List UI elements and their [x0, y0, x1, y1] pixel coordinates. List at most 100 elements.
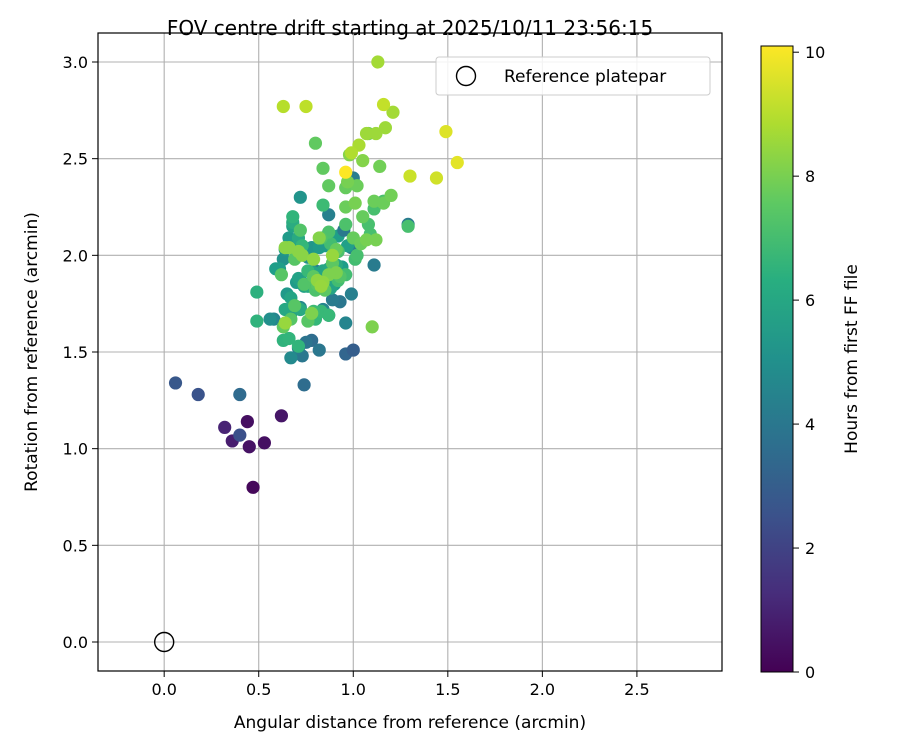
colorbar-tick-label: 8 [805, 167, 815, 186]
scatter-point [314, 279, 328, 293]
scatter-point [344, 287, 358, 301]
scatter-point [339, 316, 353, 330]
scatter-point [369, 126, 383, 141]
scatter-point [282, 331, 296, 346]
x-tick-label: 0.5 [246, 680, 271, 699]
x-tick-label: 2.0 [530, 680, 555, 699]
x-axis-label: Angular distance from reference (arcmin) [234, 713, 586, 733]
scatter-point [339, 165, 353, 179]
scatter-point [276, 99, 290, 114]
x-tick-label: 1.5 [435, 680, 460, 699]
chart-title: FOV centre drift starting at 2025/10/11 … [167, 16, 653, 40]
x-tick-label: 1.0 [341, 680, 366, 699]
colorbar-tick-label: 4 [805, 415, 815, 434]
scatter-point [306, 252, 321, 266]
scatter-point [274, 268, 289, 282]
x-tick-label: 0.0 [151, 680, 176, 699]
scatter-point [384, 188, 398, 202]
scatter-point [322, 179, 336, 193]
scatter-point [312, 231, 326, 245]
scatter-point [240, 415, 254, 429]
scatter-point [371, 55, 385, 69]
scatter-point [350, 248, 364, 262]
scatter-point [325, 248, 340, 262]
x-axis: 0.0 0.5 1.0 1.5 2.0 2.5 [151, 671, 650, 699]
scatter-point [293, 223, 307, 237]
scatter-point [325, 293, 340, 307]
colorbar-gradient [760, 45, 794, 673]
scatter-point [286, 210, 300, 224]
scatter-point [278, 316, 292, 330]
scatter-point [250, 285, 264, 299]
y-tick-label: 2.0 [63, 246, 88, 265]
legend: Reference platepar [435, 56, 711, 96]
scatter-point [291, 339, 306, 353]
scatter-point [305, 306, 319, 320]
scatter-point [299, 99, 313, 114]
scatter-point [322, 308, 336, 322]
reference-layer [153, 631, 175, 653]
scatter-point [274, 409, 289, 423]
scatter-point [359, 126, 374, 141]
grid [98, 33, 722, 671]
scatter-point [403, 169, 417, 183]
legend-marker [455, 65, 477, 87]
scatter-point [369, 233, 383, 247]
y-tick-label: 1.5 [63, 343, 88, 362]
scatter-point [356, 210, 370, 224]
scatter-point [346, 343, 360, 357]
scatter-point [295, 248, 309, 262]
scatter-point [359, 233, 374, 247]
scatter-point [284, 351, 298, 365]
scatter-point [288, 299, 302, 313]
scatter-point [233, 387, 247, 402]
scatter-point [376, 97, 391, 112]
colorbar-tick-label: 10 [805, 43, 825, 62]
points-layer [168, 55, 464, 494]
scatter-point [401, 219, 415, 233]
scatter-point [322, 208, 336, 222]
scatter-point [278, 241, 292, 255]
scatter-point [316, 161, 330, 175]
colorbar-tick-label: 6 [805, 291, 815, 310]
scatter-point [257, 436, 271, 450]
x-tick-label: 2.5 [624, 680, 649, 699]
scatter-point [429, 171, 444, 185]
legend-box [435, 56, 711, 96]
scatter-point [339, 217, 353, 231]
scatter-point [191, 387, 205, 402]
scatter-point [312, 343, 326, 357]
scatter-point [356, 154, 370, 168]
scatter-point [168, 376, 183, 390]
y-tick-label: 0.0 [63, 633, 88, 652]
colorbar-tick-label: 0 [805, 663, 815, 682]
colorbar: 0 2 4 6 8 10 Hours from first FF file [760, 43, 862, 682]
colorbar-ticks: 0 2 4 6 8 10 [793, 43, 825, 682]
scatter-point [439, 125, 453, 139]
scatter-point [233, 428, 247, 442]
scatter-point [450, 155, 464, 170]
scatter-point [263, 312, 277, 326]
y-tick-label: 1.0 [63, 440, 88, 459]
scatter-point [293, 190, 307, 204]
legend-entry: Reference platepar [504, 67, 666, 87]
scatter-point [367, 258, 381, 272]
scatter-point [344, 146, 358, 160]
scatter-point [386, 105, 400, 119]
scatter-point [308, 136, 323, 150]
y-tick-label: 3.0 [63, 53, 88, 72]
y-tick-label: 0.5 [63, 536, 88, 555]
scatter-point [250, 314, 264, 328]
scatter-point [297, 277, 311, 291]
scatter-point [348, 196, 362, 210]
scatter-point [242, 440, 256, 454]
y-axis: 0.0 0.5 1.0 1.5 2.0 2.5 3.0 [63, 53, 98, 652]
y-tick-label: 2.5 [63, 150, 88, 169]
scatter-point [316, 198, 330, 212]
reference-platepar-marker [153, 631, 175, 653]
scatter-point [218, 420, 232, 434]
scatter-point [297, 378, 311, 392]
scatter-point [246, 480, 260, 494]
colorbar-label: Hours from first FF file [842, 264, 862, 454]
